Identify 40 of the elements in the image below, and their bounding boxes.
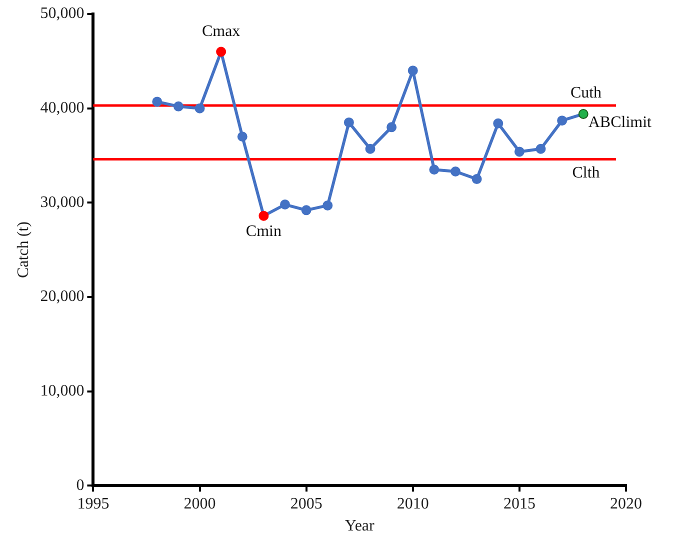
annotation: ABClimit	[588, 114, 652, 132]
point	[280, 200, 290, 210]
x-tick-label: 2010	[396, 495, 429, 512]
ref-line-label: Cuth	[570, 84, 602, 102]
point	[429, 164, 440, 175]
point	[536, 144, 546, 154]
point	[194, 103, 205, 114]
point	[472, 174, 482, 184]
point	[365, 144, 376, 154]
point	[258, 210, 269, 221]
point	[578, 108, 588, 119]
x-tick-label: 2000	[184, 495, 216, 512]
annotation: Cmax	[202, 22, 240, 40]
point	[493, 118, 504, 128]
x-axis-title: Year	[344, 518, 376, 535]
y-tick-label: 0	[76, 476, 84, 494]
point	[344, 117, 354, 128]
y-axis-title: Catch (t)	[14, 222, 32, 278]
point	[173, 101, 184, 112]
annotation: Cmin	[246, 223, 282, 240]
x-tick-label: 2020	[610, 495, 642, 512]
y-tick-label: 40,000	[40, 100, 84, 117]
y-tick-label: 50,000	[40, 5, 84, 22]
point	[450, 166, 461, 177]
point	[152, 96, 162, 107]
point	[237, 132, 248, 142]
y-tick-label: 10,000	[40, 382, 84, 400]
point	[301, 205, 312, 216]
point	[514, 146, 524, 157]
point	[216, 46, 226, 57]
point	[408, 66, 418, 76]
x-tick-label: 2005	[290, 495, 322, 512]
x-tick-label: 2015	[503, 495, 536, 512]
point	[386, 122, 397, 132]
point	[322, 200, 333, 210]
ref-line-label: Clth	[572, 164, 600, 182]
point	[557, 116, 568, 126]
y-tick-label: 30,000	[40, 194, 84, 211]
y-tick-label: 20,000	[40, 288, 84, 306]
x-tick-label: 1995	[77, 495, 110, 512]
